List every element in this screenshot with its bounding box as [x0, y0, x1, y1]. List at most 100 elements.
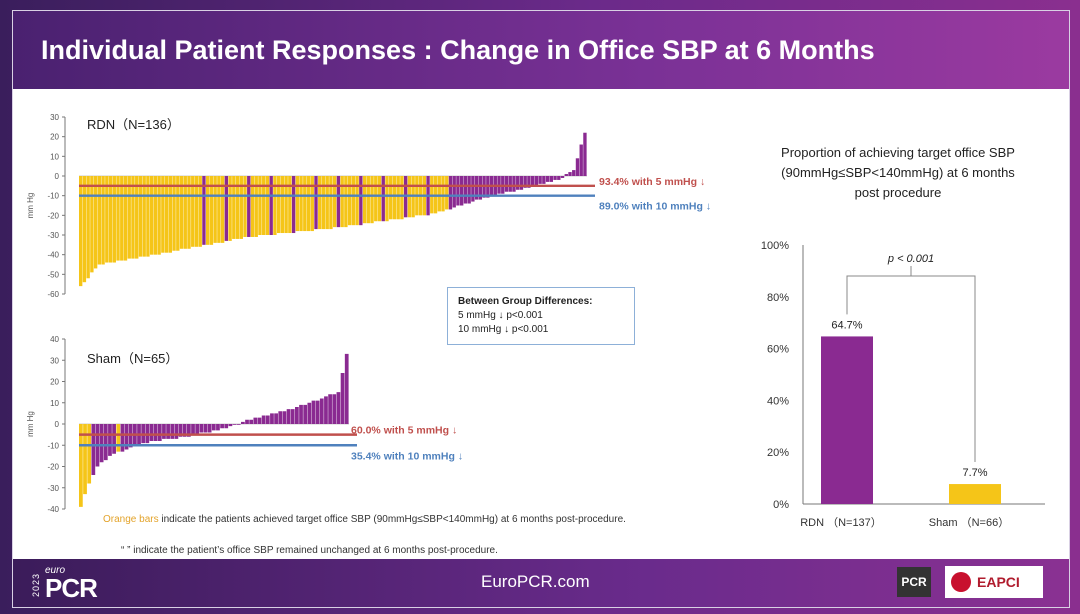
rdn-bar — [254, 176, 258, 237]
right-chart-category-label: Sham （N=66） — [929, 516, 1009, 529]
right-chart-y-tick-label: 0% — [773, 499, 789, 511]
rdn-bar — [441, 176, 445, 212]
rdn-bar — [530, 176, 535, 186]
rdn-bar — [209, 176, 214, 245]
sham-bar — [124, 424, 129, 450]
rdn-bar — [116, 176, 120, 261]
rdn-bar — [374, 176, 378, 222]
rdn-bar — [183, 176, 187, 249]
europcr-pcr-text: PCR — [45, 573, 98, 603]
rdn-bar — [460, 176, 464, 206]
rdn-threshold-label: 89.0% with 10 mmHg ↓ — [599, 201, 711, 213]
rdn-bar — [198, 176, 202, 247]
rdn-bar — [213, 176, 217, 243]
footer-url-link[interactable]: EuroPCR.com — [481, 572, 590, 591]
rdn-group-label: RDN（N=136） — [87, 117, 180, 132]
rdn-bar — [262, 176, 266, 235]
sham-bar — [336, 392, 341, 425]
rdn-bar — [172, 176, 176, 251]
sham-y-tick-label: 0 — [55, 420, 60, 429]
rdn-bar — [258, 176, 262, 235]
rdn-bar — [538, 176, 542, 184]
rdn-bar — [108, 176, 113, 263]
rdn-y-tick-label: 10 — [50, 152, 59, 161]
diff-box-line-5mmhg: 5 mmHg ↓ p<0.001 — [458, 310, 543, 321]
rdn-y-tick-label: 30 — [50, 113, 59, 122]
rdn-bar — [206, 176, 210, 245]
rdn-bar — [299, 176, 303, 232]
sham-bar — [87, 424, 92, 484]
sham-bar — [216, 424, 220, 431]
rdn-y-tick-label: -50 — [47, 270, 59, 279]
rdn-y-axis-label: mm Hg — [26, 193, 35, 219]
sham-bar — [236, 424, 241, 425]
sham-bar — [191, 424, 195, 435]
rdn-bar — [467, 176, 471, 204]
rdn-bar — [220, 176, 225, 243]
rdn-bar — [456, 176, 460, 206]
rdn-bar — [142, 176, 146, 257]
right-chart-y-tick-label: 60% — [767, 344, 789, 356]
sham-y-tick-label: -10 — [47, 441, 59, 450]
sham-bar — [220, 424, 224, 429]
rdn-bar — [314, 176, 318, 230]
right-chart-y-tick-label: 20% — [767, 447, 789, 459]
rdn-bar — [542, 176, 546, 184]
sham-threshold-label: 35.4% with 10 mmHg ↓ — [351, 450, 463, 462]
rdn-bar — [534, 176, 539, 186]
sham-bar — [299, 404, 303, 425]
rdn-bar — [306, 176, 311, 232]
sham-bar — [207, 424, 212, 433]
sham-y-tick-label: -20 — [47, 463, 59, 472]
rdn-bar — [359, 176, 363, 226]
eapci-logo: EAPCI — [945, 566, 1043, 598]
rdn-bar — [112, 176, 116, 263]
sham-bar — [120, 424, 125, 452]
rdn-bar — [310, 176, 314, 232]
footer-bar: 2023 euro PCR EuroPCR.com PCR EAPCI — [13, 559, 1069, 607]
rdn-bar — [273, 176, 277, 235]
europcr-year: 2023 — [31, 573, 41, 598]
rdn-bar — [168, 176, 173, 253]
rdn-bar — [228, 176, 232, 241]
sham-bar — [282, 411, 287, 424]
sham-bar — [290, 409, 295, 425]
rdn-bar — [269, 176, 273, 235]
sham-bar — [103, 424, 108, 461]
sham-bar — [112, 424, 116, 454]
rdn-bar — [187, 176, 191, 249]
rdn-bar — [120, 176, 124, 261]
sham-bar — [344, 353, 349, 425]
sham-group-label: Sham（N=65） — [87, 351, 178, 366]
title-bar: Individual Patient Responses : Change in… — [13, 11, 1069, 89]
sham-bar — [153, 424, 158, 441]
rdn-bar — [79, 176, 83, 287]
rdn-bar — [344, 176, 348, 228]
right-chart-bar — [821, 336, 873, 504]
rdn-bar — [381, 176, 385, 222]
rdn-threshold-label: 93.4% with 5 mmHg ↓ — [599, 176, 705, 188]
rdn-bar — [575, 158, 580, 176]
sham-bar — [232, 424, 237, 425]
rdn-bar — [519, 176, 524, 190]
sham-bar — [253, 417, 258, 425]
right-chart-title-line: (90mmHg≤SBP<140mmHg) at 6 months — [781, 165, 1015, 180]
rdn-bar — [135, 176, 139, 259]
sham-bar — [182, 424, 187, 437]
rdn-bar — [224, 176, 229, 241]
rdn-bar — [97, 176, 102, 265]
sham-bar — [149, 424, 154, 441]
sham-y-tick-label: 10 — [50, 399, 59, 408]
sham-bar — [228, 424, 233, 427]
rdn-bar — [377, 176, 382, 222]
sham-y-tick-label: 20 — [50, 378, 59, 387]
sham-bar — [319, 398, 324, 424]
rdn-y-tick-label: -10 — [47, 192, 59, 201]
sham-bar — [99, 424, 104, 463]
sham-bar — [274, 413, 278, 425]
rdn-bar — [448, 176, 453, 210]
sham-bar — [211, 424, 216, 431]
rdn-bar — [445, 176, 449, 210]
sham-bar — [199, 424, 204, 433]
